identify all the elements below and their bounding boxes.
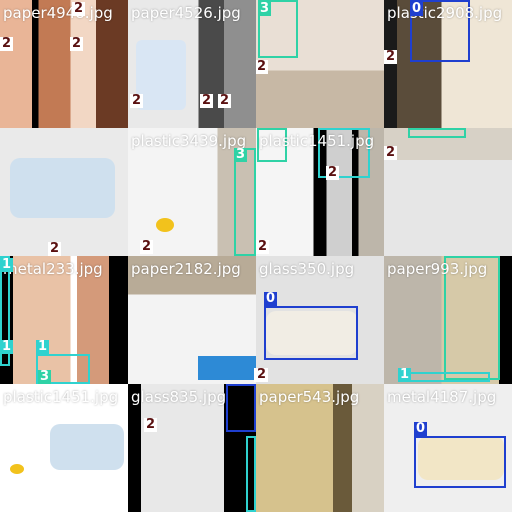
tile-r3c3: metal4187.jpg 0	[384, 384, 512, 512]
tile-r0c2: 3 2	[256, 0, 384, 128]
tile-r2c1: paper2182.jpg 2	[128, 256, 256, 384]
class-label: 2	[130, 93, 144, 108]
tile-r0c3: plastic2908.jpg 0 2	[384, 0, 512, 128]
class-label: 1	[0, 339, 14, 354]
yellow-cap	[10, 464, 24, 474]
class-label: 1	[0, 257, 14, 272]
tile-r0c1: paper4526.jpg 2 2 2	[128, 0, 256, 128]
class-label: 3	[258, 1, 272, 16]
class-label: 2	[140, 239, 154, 254]
product-bottle	[50, 424, 124, 470]
class-label: 2	[256, 239, 270, 254]
bbox-class-1	[246, 436, 256, 512]
tile-r1c1: plastic3439.jpg 3 2	[128, 128, 256, 256]
bbox-class-0	[410, 0, 470, 62]
class-label: 2	[218, 93, 232, 108]
bbox-class-1	[0, 256, 10, 366]
tile-r3c2: paper543.jpg	[256, 384, 384, 512]
tile-filename: plastic1451.jpg	[3, 388, 119, 406]
tile-filename: paper4526.jpg	[131, 4, 241, 22]
bbox-class-1	[36, 354, 90, 384]
class-label: 2	[0, 36, 14, 51]
class-label: 1	[36, 339, 50, 354]
tile-filename: paper543.jpg	[259, 388, 360, 406]
class-label: 2	[256, 367, 269, 382]
tile-r1c3: 3 2	[384, 128, 512, 256]
class-label: 2	[48, 241, 62, 256]
bbox-class-3	[408, 128, 466, 138]
bbox-class-0	[414, 436, 506, 488]
tile-filename: metal4187.jpg	[387, 388, 497, 406]
class-label: 2	[326, 165, 340, 180]
class-label: 2	[72, 1, 86, 16]
bbox-class-0	[226, 384, 256, 432]
bbox-class-3	[258, 0, 298, 58]
tile-r2c2: glass350.jpg 0 2	[256, 256, 384, 384]
tile-r1c0: 2	[0, 128, 128, 256]
tile-r2c3: paper993.jpg 3 1	[384, 256, 512, 384]
bbox-class-1	[398, 372, 490, 382]
tile-filename: plastic3439.jpg	[131, 132, 247, 150]
tile-r2c0: metal233.jpg 1 1 1 3	[0, 256, 128, 384]
bbox-class-0	[264, 306, 358, 360]
tile-filename: paper2182.jpg	[131, 260, 241, 278]
class-label: 2	[384, 49, 398, 64]
bbox-class-1	[318, 128, 370, 178]
glass-bottle	[266, 311, 358, 355]
class-label: 0	[264, 291, 278, 306]
tile-filename: glass350.jpg	[259, 260, 355, 278]
bbox-class-3	[234, 148, 256, 256]
tile-r0c0: paper4948.jpg 2 2 2	[0, 0, 128, 128]
blue-bottle	[198, 356, 256, 380]
tile-r1c2: plastic1451.jpg 3 1 2 2	[256, 128, 384, 256]
product-bottle	[10, 158, 115, 218]
class-label: 0	[410, 1, 424, 16]
tile-r3c0: plastic1451.jpg	[0, 384, 128, 512]
class-label: 2	[254, 368, 256, 382]
yellow-cap	[156, 218, 174, 232]
product-bottle	[136, 40, 186, 110]
class-label: 1	[398, 367, 412, 382]
class-label: 2	[200, 93, 214, 108]
class-label: 3	[234, 147, 248, 162]
bbox-class-3	[257, 128, 287, 162]
class-label: 2	[256, 59, 269, 74]
tile-filename: paper4948.jpg	[3, 4, 113, 22]
glass-bottle	[418, 436, 504, 480]
tile-filename: paper993.jpg	[387, 260, 488, 278]
class-label: 2	[384, 145, 398, 160]
bbox-class-3	[444, 256, 500, 380]
tile-filename: plastic1451.jpg	[259, 132, 375, 150]
tile-filename: metal233.jpg	[3, 260, 103, 278]
tile-filename: plastic2908.jpg	[387, 4, 503, 22]
class-label: 3	[38, 369, 52, 384]
tile-r3c1: glass835.jpg 2 0	[128, 384, 256, 512]
class-label: 2	[70, 36, 84, 51]
class-label: 0	[414, 421, 428, 436]
class-label: 2	[144, 417, 158, 432]
tile-filename: glass835.jpg	[131, 388, 227, 406]
